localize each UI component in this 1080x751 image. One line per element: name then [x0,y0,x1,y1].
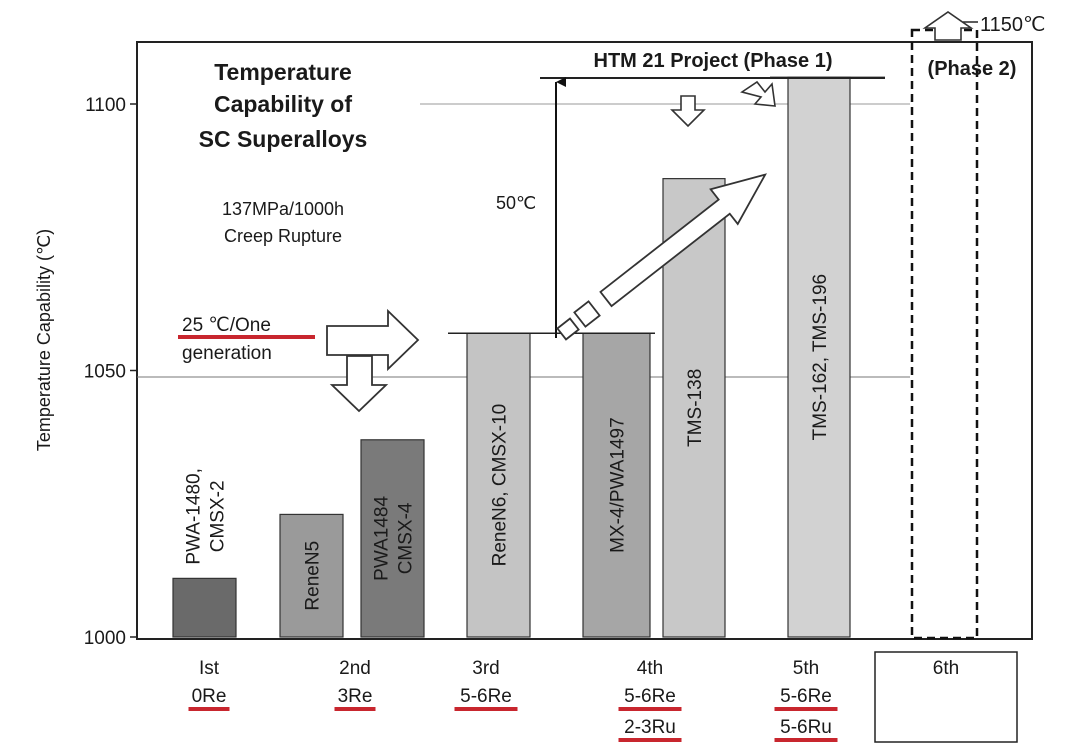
gen-re-label: 5-6Re [780,686,832,707]
gen-label: 2nd [339,658,371,679]
bar-label-line: PWA1484 [372,496,393,581]
bar-labels: PWA-1480, CMSX-2 ReneN5 PWA1484 CMSX-4 ReneN6… [184,274,832,611]
bar-label: TMS-138 [685,369,706,447]
bar [360,439,425,638]
bar-label: MX-4/PWA1497 [608,417,629,553]
up-arrow-icon [922,11,974,41]
bar [466,332,531,638]
diagonal-arrow-small-icon [740,80,776,107]
per-generation-line-2: generation [182,343,272,364]
gen-re-label: 3Re [338,686,373,707]
gen-label: 5th [793,658,819,679]
right-arrow-icon [326,308,420,372]
bar-label-line: CMSX-4 [396,502,417,574]
gen-re-label: 5-6Re [624,686,676,707]
bar [787,76,851,638]
phase2-box [910,28,979,640]
bar-label-line: TMS-138 [685,369,706,447]
down-arrow-icon [329,355,389,413]
target-label: 1150℃ [980,14,1045,36]
generation-labels: Ist 0Re 2nd 3Re 3rd 5-6Re 4th 5-6Re 2-3Ru 5th 5-6R… [188,658,959,742]
trend-arrow-head-icon [599,173,767,308]
gen-6-box [874,651,1018,743]
bar-label: ReneN6, CMSX-10 [490,404,511,567]
bar-label-line: ReneN6, CMSX-10 [490,404,511,567]
bar-label-line: PWA-1480, [184,468,205,564]
bar [279,513,344,638]
gen-label: 6th [933,658,959,679]
per-generation-line-1: 25 ℃/One [182,315,271,336]
gen-label: Ist [199,658,220,679]
gen-label: 3rd [472,658,499,679]
gen-ru-label: 5-6Ru [780,717,832,738]
title-line-3: SC Superalloys [199,126,368,152]
per-generation-note: 25 ℃/One generation [178,315,315,364]
gen-label: 4th [637,658,663,679]
bar-label-line: ReneN5 [303,541,324,611]
y-tick-label: 1100 [85,95,126,116]
subtitle-line-2: Creep Rupture [224,226,342,246]
chart-title: Temperature Capability of SC Superalloys [199,59,368,152]
bar-label: PWA-1480, CMSX-2 [184,468,229,564]
gen-re-label: 5-6Re [460,686,512,707]
bar-label-line: MX-4/PWA1497 [608,417,629,553]
bars [172,76,885,638]
delta-label: 50℃ [496,193,536,213]
bar-label-line: TMS-162, TMS-196 [810,274,831,440]
bar [172,577,237,638]
title-line-1: Temperature [214,59,352,85]
trend-arrow-tail-1 [556,317,580,341]
y-tick-label: 1050 [84,362,126,383]
phase2-label: (Phase 2) [928,58,1017,80]
subtitle-line-1: 137MPa/1000h [222,199,344,219]
trend-arrow [556,173,767,341]
plot-frame [136,41,1033,640]
bar-label: ReneN5 [303,541,324,611]
y-axis-label: Temperature Capability (℃) [34,229,54,451]
bar-label: PWA1484 CMSX-4 [372,496,417,581]
bar-label: TMS-162, TMS-196 [810,274,831,440]
chart-subtitle: 137MPa/1000h Creep Rupture [222,199,344,246]
bar [582,332,651,638]
project-label: HTM 21 Project (Phase 1) [594,50,833,72]
title-line-2: Capability of [214,91,352,117]
gen-re-label: 0Re [192,686,227,707]
y-tick-label: 1000 [84,628,126,649]
bar-label-line: CMSX-2 [208,480,229,552]
y-axis-ticks: 1000 1050 1100 [84,95,137,649]
trend-arrow-tail-2 [573,300,601,328]
down-arrow-small-icon [670,95,706,128]
gen-ru-label: 2-3Ru [624,717,676,738]
